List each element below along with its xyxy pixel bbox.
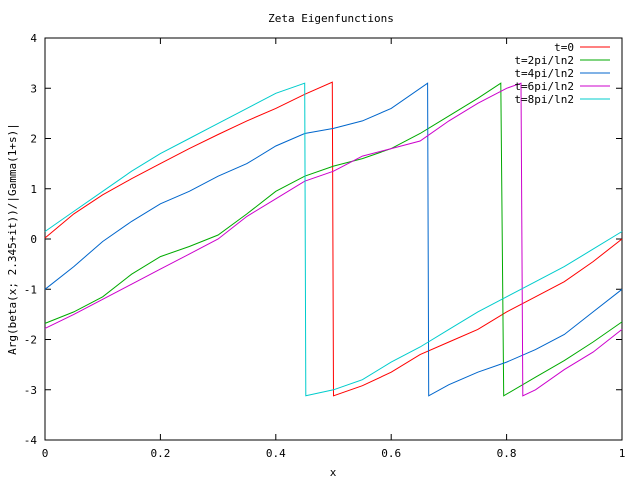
legend-label: t=8pi/ln2: [514, 93, 574, 106]
y-tick-label: 2: [30, 133, 37, 146]
y-tick-label: -4: [24, 434, 38, 447]
x-tick-label: 0.2: [150, 447, 170, 460]
series-line: [44, 82, 623, 397]
y-tick-label: -1: [24, 283, 37, 296]
x-tick-label: 1: [619, 447, 626, 460]
x-axis-label: x: [330, 466, 337, 479]
series-line: [44, 82, 623, 397]
x-tick-label: 0.4: [266, 447, 286, 460]
tick-group: 0 0.2 0.4 0.6 0.8 1 -4 -3 -2 -1 0 1 2 3 4: [24, 32, 626, 460]
series-line: [44, 81, 623, 397]
legend-label: t=6pi/ln2: [514, 80, 574, 93]
y-tick-label: -3: [24, 384, 37, 397]
legend-label: t=2pi/ln2: [514, 54, 574, 67]
y-tick-label: 0: [30, 233, 37, 246]
y-tick-label: 1: [30, 183, 37, 196]
legend-label: t=0: [554, 41, 574, 54]
x-tick-label: 0.6: [381, 447, 401, 460]
y-axis-label: Arg(beta(x; 2.345+it))/|Gamma(1+s)|: [6, 123, 19, 355]
legend-label: t=4pi/ln2: [514, 67, 574, 80]
y-tick-label: 3: [30, 82, 37, 95]
y-tick-label: -2: [24, 334, 37, 347]
series-group: [44, 81, 623, 397]
series-line: [44, 82, 623, 397]
y-tick-label: 4: [30, 32, 37, 45]
series-line: [44, 82, 623, 397]
chart-title: Zeta Eigenfunctions: [268, 12, 394, 25]
x-tick-label: 0.8: [497, 447, 517, 460]
x-tick-label: 0: [42, 447, 49, 460]
